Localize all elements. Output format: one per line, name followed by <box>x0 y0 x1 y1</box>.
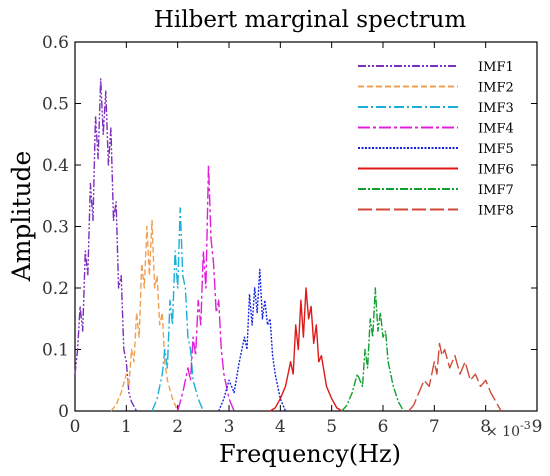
legend-label-imf5: IMF5 <box>478 142 514 157</box>
series-line-imf5 <box>218 268 287 412</box>
series-line-imf1 <box>74 78 138 412</box>
y-tick-label: 0.4 <box>42 156 69 176</box>
x-tick-label: 9 <box>532 417 543 437</box>
x-tick-label: 8 <box>480 417 491 437</box>
series-line-imf4 <box>177 164 235 412</box>
legend-label-imf6: IMF6 <box>478 163 514 178</box>
legend: IMF1 IMF2 IMF3 IMF4 IMF5 IMF6 IMF7 IMF8 <box>358 60 514 219</box>
y-tick-label: 0.3 <box>42 218 69 238</box>
x-multiplier-base: × 10 <box>486 424 520 440</box>
x-tick-label: 2 <box>172 417 183 437</box>
y-tick-label: 0 <box>58 402 69 422</box>
x-tick-label: 7 <box>429 417 440 437</box>
series-line-imf6 <box>269 287 343 412</box>
y-tick-label: 0.6 <box>42 33 69 53</box>
y-tick-label: 0.1 <box>42 341 69 361</box>
legend-label-imf3: IMF3 <box>478 101 514 116</box>
series-line-imf2 <box>110 219 179 412</box>
y-axis-label: Amplitude <box>7 151 36 283</box>
x-multiplier-exponent: -3 <box>520 419 531 432</box>
x-tick-label: 5 <box>326 417 337 437</box>
plot-frame <box>74 41 538 412</box>
x-axis-label: Frequency(Hz) <box>219 440 401 468</box>
chart-title: Hilbert marginal spectrum <box>154 7 467 33</box>
x-tick-label: 3 <box>224 417 235 437</box>
y-tick-label: 0.2 <box>42 279 69 299</box>
x-tick-label: 1 <box>121 417 132 437</box>
series-line-imf8 <box>408 342 502 412</box>
series-line-imf3 <box>151 207 204 412</box>
legend-label-imf8: IMF8 <box>478 204 514 219</box>
legend-label-imf2: IMF2 <box>478 81 514 96</box>
x-tick-label: 6 <box>378 417 389 437</box>
x-tick-label: 4 <box>275 417 286 437</box>
series-line-imf7 <box>341 287 405 412</box>
x-axis-multiplier: × 10-3 <box>486 419 531 440</box>
legend-label-imf1: IMF1 <box>478 60 514 75</box>
legend-label-imf4: IMF4 <box>478 122 514 137</box>
x-tick-label: 0 <box>70 417 81 437</box>
y-tick-label: 0.5 <box>42 95 69 115</box>
plot-area: 0 1 2 3 4 5 6 7 8 9 0 0.1 0.2 0.3 0.4 0.5 0.6 <box>42 33 542 437</box>
legend-label-imf7: IMF7 <box>478 183 514 198</box>
